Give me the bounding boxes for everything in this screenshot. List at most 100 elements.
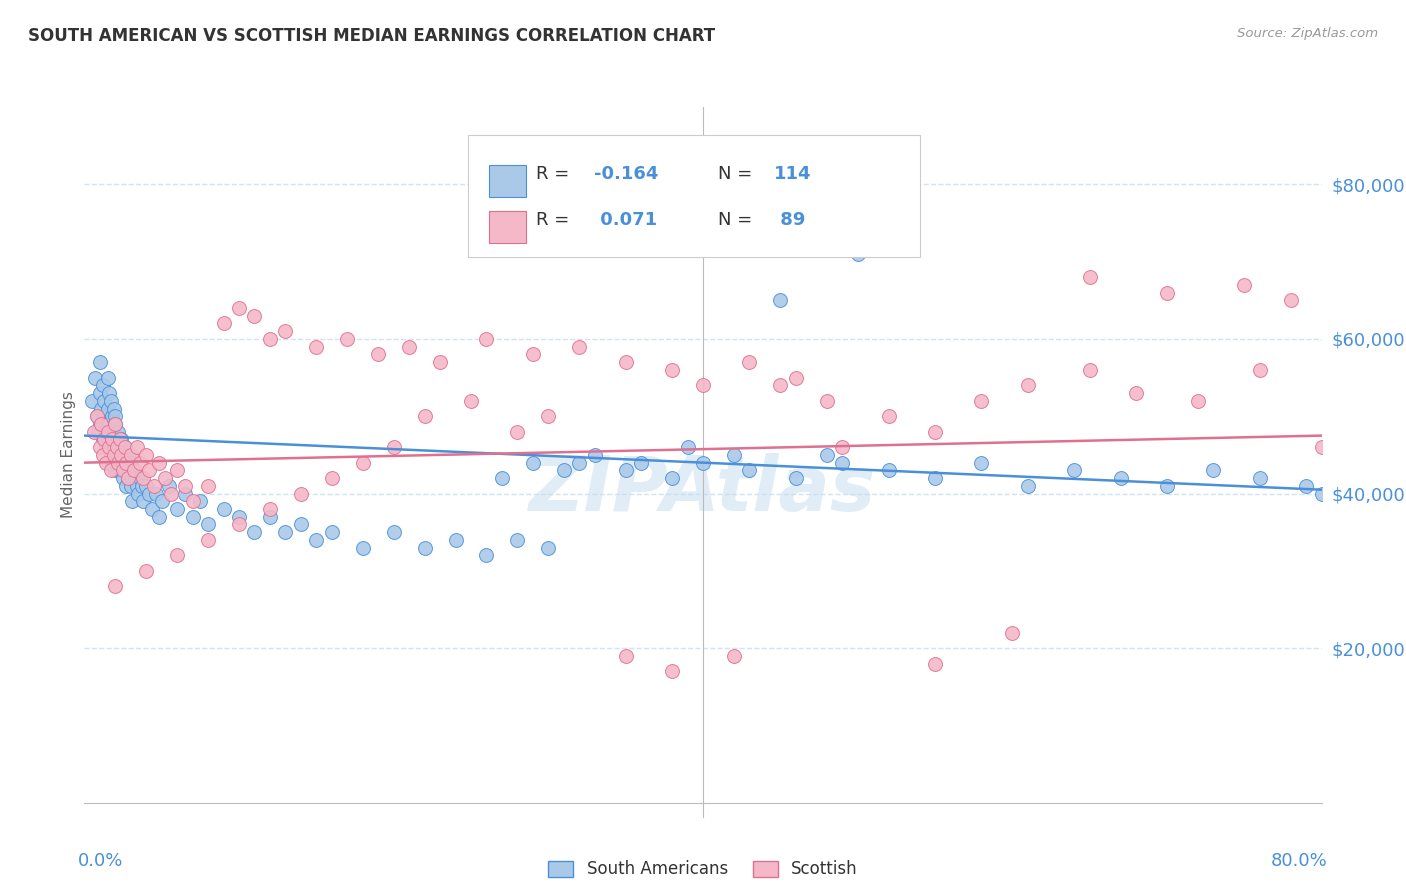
Point (553, 463, 575, 477)
Point (83, 425, 105, 439)
Point (661, 665, 683, 679)
Point (100, 448, 122, 462)
Point (108, 440, 131, 454)
Point (181, 494, 204, 508)
Point (90, 417, 112, 431)
Point (228, 517, 250, 532)
Point (831, 456, 853, 470)
Point (138, 463, 160, 477)
Point (98, 386, 121, 401)
Point (104, 417, 127, 431)
Point (122, 463, 145, 477)
Point (86, 409, 108, 424)
Point (475, 549, 498, 563)
Text: 89: 89 (773, 211, 804, 228)
Point (537, 541, 560, 555)
Point (1109, 471, 1132, 485)
Point (89, 440, 111, 454)
Point (174, 479, 197, 493)
Text: 80.0%: 80.0% (1271, 852, 1327, 870)
Point (91, 448, 114, 462)
Point (568, 456, 591, 470)
Point (305, 340, 328, 354)
Point (336, 332, 359, 346)
Point (321, 471, 343, 485)
Point (367, 347, 389, 361)
Point (166, 463, 188, 477)
Point (96, 425, 118, 439)
Point (94, 456, 117, 470)
Point (115, 456, 138, 470)
Point (138, 486, 160, 500)
Point (398, 340, 420, 354)
FancyBboxPatch shape (489, 165, 526, 197)
Point (89, 386, 111, 401)
Point (115, 479, 138, 493)
Point (321, 525, 343, 540)
Text: 0.071: 0.071 (595, 211, 657, 228)
Point (129, 456, 152, 470)
Point (93, 409, 115, 424)
Point (723, 448, 745, 462)
Point (970, 456, 993, 470)
Point (181, 509, 204, 524)
Point (676, 440, 699, 454)
Point (444, 533, 467, 547)
Point (104, 409, 127, 424)
Point (188, 494, 211, 508)
Point (1187, 393, 1209, 408)
Text: R =: R = (536, 165, 575, 183)
Point (104, 417, 127, 431)
Point (117, 471, 139, 485)
Point (1063, 463, 1085, 477)
Point (90, 401, 112, 416)
Point (108, 433, 131, 447)
Point (769, 293, 792, 308)
Point (290, 517, 312, 532)
Point (228, 509, 250, 524)
Point (1295, 479, 1317, 493)
Text: -0.164: -0.164 (595, 165, 658, 183)
Point (1017, 479, 1039, 493)
Point (1078, 363, 1101, 377)
Point (89, 355, 111, 369)
Point (153, 471, 176, 485)
Point (1233, 277, 1256, 292)
Point (630, 456, 652, 470)
Point (101, 433, 124, 447)
Point (103, 448, 125, 462)
Point (124, 471, 146, 485)
Point (132, 471, 155, 485)
Point (125, 479, 148, 493)
Point (738, 463, 761, 477)
Point (114, 440, 136, 454)
Text: N =: N = (718, 165, 758, 183)
Point (117, 471, 139, 485)
Point (159, 479, 180, 493)
Point (120, 479, 142, 493)
Point (877, 463, 900, 477)
Point (352, 541, 374, 555)
Point (105, 433, 128, 447)
Point (413, 409, 436, 424)
Point (614, 648, 637, 663)
Point (1156, 479, 1178, 493)
Point (259, 332, 281, 346)
Point (1017, 378, 1039, 392)
Point (96, 433, 118, 447)
Point (831, 440, 853, 454)
Point (94, 417, 117, 431)
FancyBboxPatch shape (468, 135, 920, 257)
Point (107, 456, 129, 470)
Point (91, 378, 114, 392)
Point (117, 448, 139, 462)
Point (846, 247, 869, 261)
Point (118, 463, 141, 477)
Point (101, 456, 124, 470)
Point (121, 494, 143, 508)
Point (150, 494, 173, 508)
Point (212, 502, 235, 516)
Point (723, 648, 745, 663)
Point (132, 494, 155, 508)
Point (100, 425, 122, 439)
